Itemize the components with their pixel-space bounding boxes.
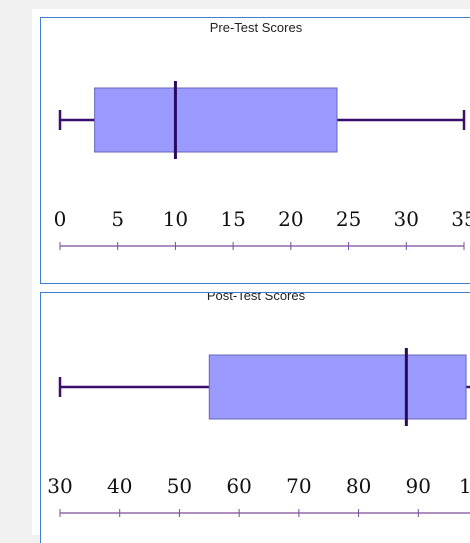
iqr-box bbox=[94, 87, 338, 153]
pre-test-title: Pre-Test Scores bbox=[209, 20, 303, 35]
x-tick-label: 0 bbox=[54, 207, 67, 231]
x-tick-label: 20 bbox=[278, 207, 303, 231]
x-tick-label: 25 bbox=[336, 207, 361, 231]
post-test-boxplot: 30 40 50 60 70 80 90 100 bbox=[47, 348, 470, 517]
pre-test-boxplot: 0 5 10 15 20 25 30 35 bbox=[54, 81, 470, 250]
x-tick-label: 90 bbox=[406, 474, 431, 498]
x-tick-label: 100 bbox=[459, 474, 470, 498]
x-tick-label: 70 bbox=[286, 474, 311, 498]
chart-sheet: Pre-Test Scores 0 5 10 15 20 25 30 35 Post-Test… bbox=[32, 9, 470, 543]
post-test-title: Post-Test Scores bbox=[206, 292, 306, 303]
x-tick-label: 10 bbox=[163, 207, 188, 231]
x-tick-label: 5 bbox=[111, 207, 124, 231]
x-tick-label: 60 bbox=[226, 474, 251, 498]
x-tick-label: 30 bbox=[394, 207, 419, 231]
iqr-box bbox=[208, 354, 467, 420]
x-tick-label: 50 bbox=[167, 474, 192, 498]
x-tick-label: 40 bbox=[107, 474, 132, 498]
pre-test-panel: Pre-Test Scores 0 5 10 15 20 25 30 35 bbox=[40, 17, 470, 284]
x-tick-label: 30 bbox=[47, 474, 72, 498]
x-tick-label: 80 bbox=[346, 474, 371, 498]
x-tick-label: 35 bbox=[451, 207, 470, 231]
x-tick-label: 15 bbox=[220, 207, 245, 231]
post-test-panel: Post-Test Scores 30 40 50 60 70 80 90 100 bbox=[40, 292, 470, 543]
